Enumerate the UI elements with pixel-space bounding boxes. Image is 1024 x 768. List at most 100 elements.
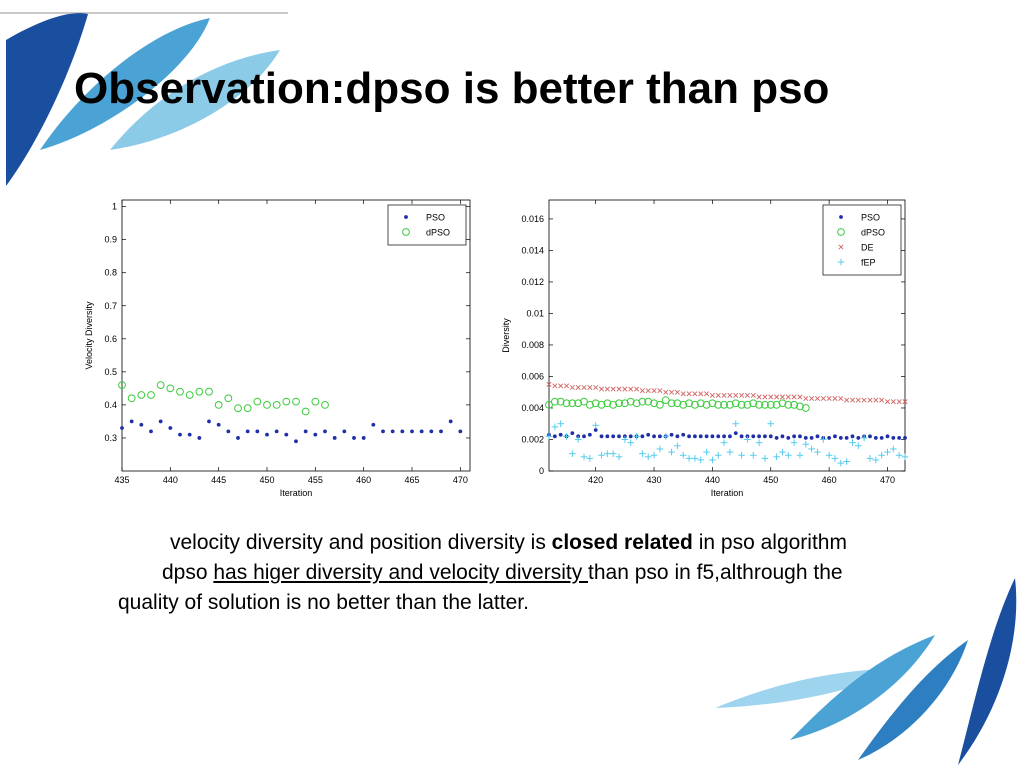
data-point xyxy=(655,400,664,409)
data-point xyxy=(640,434,645,439)
data-point xyxy=(265,432,269,437)
data-point xyxy=(645,388,651,394)
data-point xyxy=(691,455,699,462)
data-point xyxy=(715,392,721,398)
data-point xyxy=(726,400,734,409)
data-point xyxy=(779,448,786,456)
series-fep xyxy=(545,420,909,467)
data-point xyxy=(872,456,880,464)
data-point xyxy=(679,451,687,459)
data-point xyxy=(137,391,146,399)
data-point xyxy=(158,419,163,424)
data-point xyxy=(850,434,855,439)
legend-marker xyxy=(402,228,410,236)
data-point xyxy=(621,436,629,443)
data-point xyxy=(243,404,252,413)
data-point xyxy=(744,392,750,398)
data-point xyxy=(674,389,680,395)
data-point xyxy=(662,433,670,440)
legend-entry: dPSO xyxy=(426,228,450,238)
data-point xyxy=(792,434,797,439)
data-point xyxy=(692,391,698,397)
data-point xyxy=(709,456,716,464)
data-point xyxy=(796,451,804,459)
series-de xyxy=(546,381,908,405)
data-point xyxy=(587,432,592,437)
data-point xyxy=(744,436,751,443)
data-point xyxy=(284,432,289,437)
data-point xyxy=(546,381,552,387)
data-point xyxy=(661,396,670,404)
data-point xyxy=(884,448,891,456)
data-point xyxy=(255,429,260,434)
data-point xyxy=(727,392,733,398)
data-point xyxy=(147,391,155,399)
series-pso xyxy=(120,419,463,444)
data-point xyxy=(263,401,271,409)
data-point xyxy=(755,400,763,409)
data-point xyxy=(245,429,250,434)
x-tick-label: 450 xyxy=(259,475,274,485)
data-point xyxy=(236,436,240,440)
legend-marker xyxy=(837,258,845,266)
data-point xyxy=(592,422,599,429)
data-point xyxy=(801,404,810,412)
data-point xyxy=(274,429,279,434)
data-point xyxy=(352,436,356,440)
data-point xyxy=(657,388,663,394)
data-point xyxy=(779,394,785,400)
data-point xyxy=(166,384,175,393)
data-point xyxy=(303,429,308,434)
data-point xyxy=(844,397,850,403)
data-point xyxy=(400,429,405,434)
data-point xyxy=(292,397,300,406)
data-point xyxy=(587,384,593,391)
data-point xyxy=(773,453,780,461)
data-point xyxy=(557,420,564,428)
data-point xyxy=(410,429,414,434)
data-point xyxy=(749,399,758,408)
data-point xyxy=(685,399,693,408)
y-axis-label: Diversity xyxy=(501,318,511,353)
data-point xyxy=(890,399,896,405)
legend-entry: DE xyxy=(861,243,874,253)
data-point xyxy=(803,436,808,440)
data-point xyxy=(756,394,762,400)
data-point xyxy=(638,397,647,406)
data-point xyxy=(639,388,645,394)
data-point xyxy=(586,455,594,462)
velocity-diversity-chart: 435 440 445 450 455 460 465 470 0.3 0.4 0.5 0.6 0.7 0… xyxy=(84,199,471,496)
x-tick-label: 455 xyxy=(308,475,323,485)
data-point xyxy=(674,442,681,450)
data-point xyxy=(361,436,366,440)
data-point xyxy=(814,396,820,402)
data-point xyxy=(439,429,443,434)
data-point xyxy=(686,391,692,397)
data-point xyxy=(731,399,740,408)
y-tick-label: 0.3 xyxy=(104,433,117,443)
data-point xyxy=(703,448,710,456)
data-point xyxy=(798,434,802,439)
data-point xyxy=(720,400,728,409)
data-point xyxy=(879,397,885,403)
data-point xyxy=(808,445,815,453)
y-tick-label: 0.5 xyxy=(104,367,117,377)
data-point xyxy=(667,399,676,408)
data-point xyxy=(598,451,605,459)
legend-entry: dPSO xyxy=(861,228,885,238)
data-point xyxy=(873,397,879,403)
y-axis-label: Velocity Diversity xyxy=(84,301,94,370)
data-point xyxy=(646,432,651,437)
data-point xyxy=(866,455,874,462)
data-point xyxy=(837,459,845,467)
data-point xyxy=(680,391,686,397)
data-point xyxy=(545,433,553,440)
data-point xyxy=(743,400,752,409)
data-point xyxy=(831,455,839,462)
data-point xyxy=(903,436,907,440)
y-tick-label: 0.004 xyxy=(521,403,544,413)
data-point xyxy=(757,434,761,439)
y-tick-label: 0.014 xyxy=(521,245,544,255)
data-point xyxy=(687,434,691,439)
data-point xyxy=(767,420,775,428)
